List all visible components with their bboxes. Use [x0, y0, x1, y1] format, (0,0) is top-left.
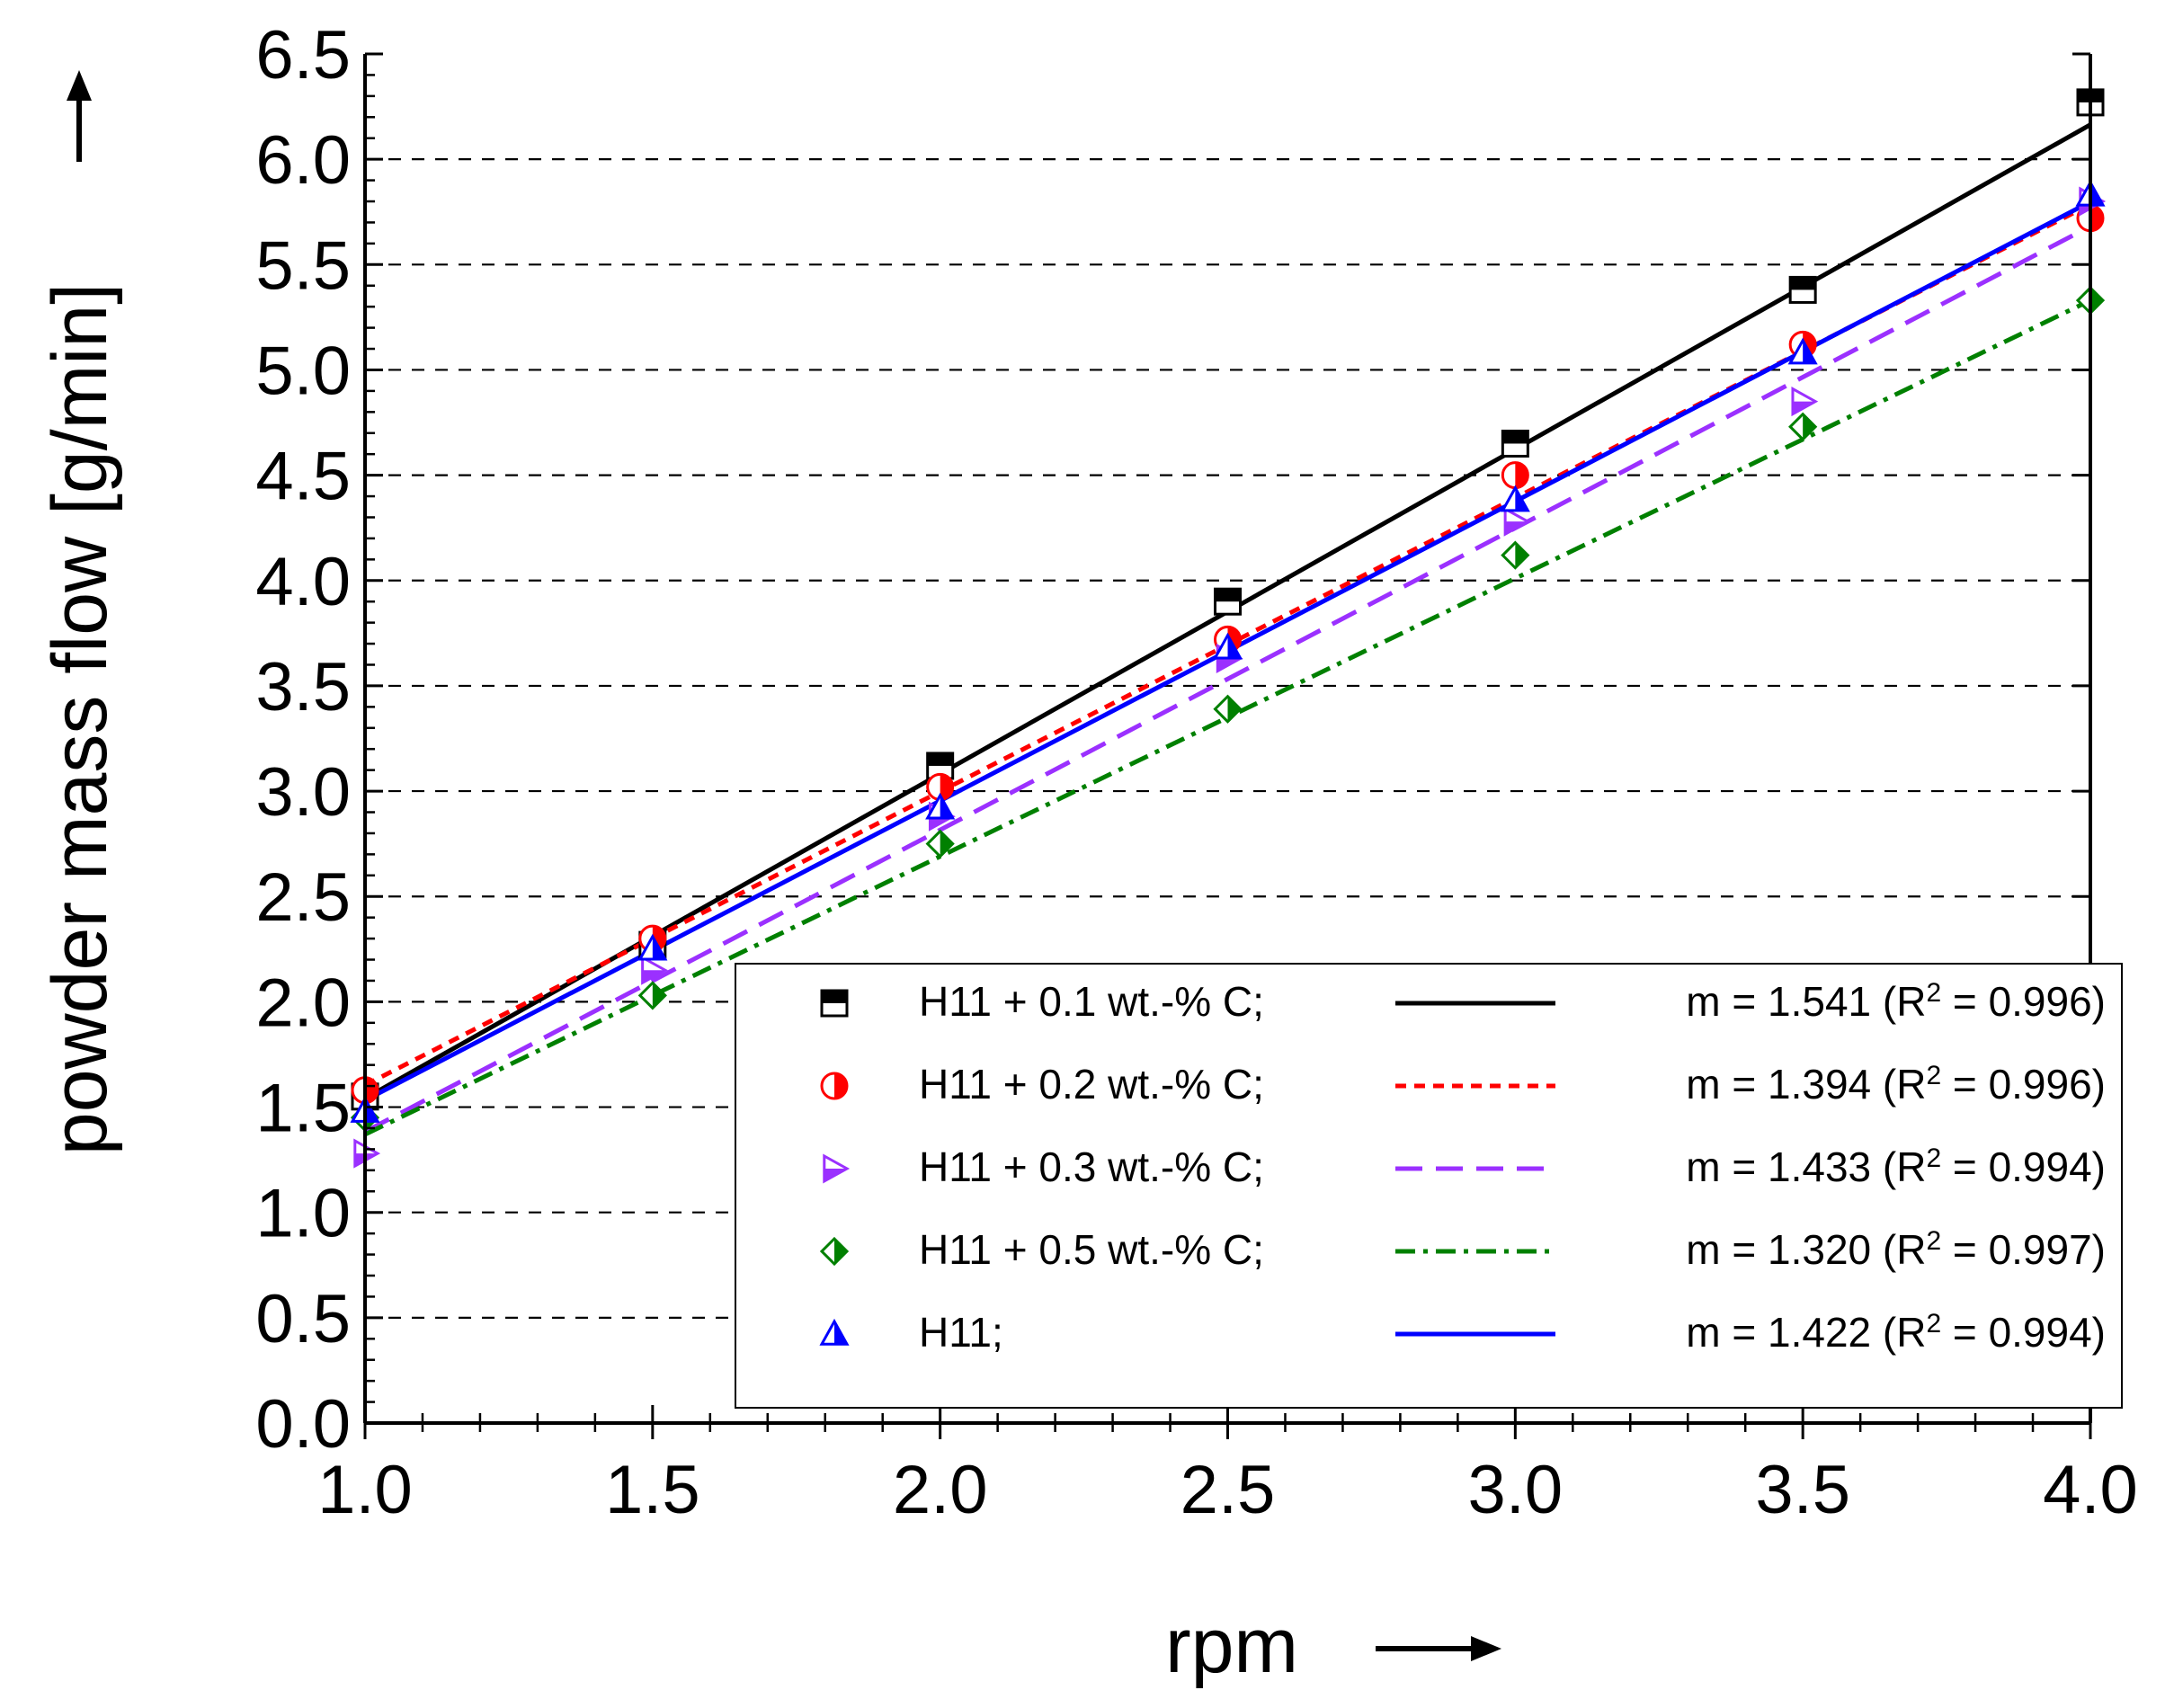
legend-marker-1: [820, 1072, 849, 1100]
marker-fill: [652, 936, 665, 960]
data-point-0: [1788, 275, 1817, 304]
marker-fill: [822, 991, 847, 1003]
marker-fill: [940, 774, 953, 800]
marker-fill: [365, 1077, 378, 1103]
marker-fill: [927, 752, 953, 766]
legend: H11 + 0.1 wt.-% C; m = 1.541 (R2 = 0.996)…: [735, 963, 2123, 1409]
marker-fill: [2090, 182, 2103, 206]
marker-fill: [2090, 205, 2103, 231]
legend-fit-label: m = 1.433 (R2 = 0.994): [1686, 1143, 2106, 1191]
data-point-3: [1501, 540, 1530, 570]
data-point-0: [1214, 587, 1242, 616]
x-tick-label: 2.0: [893, 1452, 988, 1528]
y-tick-label: 5.5: [255, 227, 351, 304]
legend-marker-3: [819, 1236, 850, 1267]
y-tick-label: 1.5: [255, 1071, 351, 1147]
x-tick-label: 3.0: [1468, 1452, 1564, 1528]
marker-fill: [2090, 288, 2103, 314]
marker-fill: [1502, 431, 1528, 444]
y-tick-label: 6.5: [255, 17, 351, 93]
y-tick-label: 3.5: [255, 649, 351, 725]
marker-fill: [930, 816, 953, 830]
marker-fill: [1803, 340, 1816, 363]
legend-marker-2: [823, 1153, 851, 1184]
data-point-2: [641, 955, 668, 985]
legend-fit-label: m = 1.394 (R2 = 0.996): [1686, 1061, 2106, 1108]
data-point-3: [637, 981, 667, 1010]
x-tick-label: 2.5: [1181, 1452, 1276, 1528]
x-axis-arrow-icon: [1376, 1636, 1501, 1661]
ticks: 0.0 0.5 1.0 1.5 2.0 2.5 3.0 3.5 4.0 4.5 5.0 5.5 6.0 6…: [255, 17, 2137, 1528]
marker-fill: [834, 1073, 847, 1099]
marker-fill: [1515, 487, 1528, 511]
data-markers: [350, 88, 2107, 1169]
data-point-3: [925, 829, 955, 858]
data-point-4: [1500, 485, 1530, 512]
data-point-1: [926, 772, 955, 801]
legend-label: H11 + 0.1 wt.-% C;: [919, 978, 1264, 1025]
legend-label: H11 + 0.2 wt.-% C;: [919, 1061, 1264, 1108]
marker-fill: [1505, 521, 1528, 535]
y-axis-arrow-icon: [67, 70, 92, 162]
y-tick-label: 0.5: [255, 1281, 351, 1357]
marker-fill: [834, 1239, 847, 1264]
y-tick-label: 2.0: [255, 965, 351, 1041]
marker-fill: [1790, 277, 1816, 290]
data-point-2: [1791, 387, 1819, 417]
data-point-3: [1213, 694, 1243, 724]
marker-fill: [652, 983, 665, 1009]
data-point-3: [1788, 412, 1818, 441]
marker-fill: [1215, 589, 1241, 602]
x-axis-title: rpm: [1165, 1603, 1298, 1689]
marker-fill: [1217, 658, 1241, 672]
marker-fill: [834, 1321, 847, 1345]
x-tick-label: 1.0: [317, 1452, 413, 1528]
legend-label: H11;: [919, 1309, 1003, 1356]
fit-line-2: [365, 224, 2090, 1134]
data-point-1: [1501, 461, 1529, 490]
legend-marker-4: [819, 1318, 850, 1346]
legend-label: H11 + 0.5 wt.-% C;: [919, 1226, 1264, 1273]
marker-fill: [1227, 696, 1241, 722]
marker-fill: [1803, 414, 1816, 440]
legend-fit-label: m = 1.320 (R2 = 0.997): [1686, 1226, 2106, 1274]
marker-fill: [1792, 401, 1816, 414]
marker-fill: [1515, 462, 1528, 488]
marker-fill: [940, 831, 953, 857]
y-tick-label: 4.0: [255, 544, 351, 620]
x-tick-label: 4.0: [2043, 1452, 2138, 1528]
marker-fill: [940, 795, 953, 819]
data-point-4: [1787, 337, 1818, 365]
y-tick-label: 4.5: [255, 439, 351, 515]
y-tick-label: 6.0: [255, 122, 351, 199]
y-tick-label: 2.5: [255, 859, 351, 936]
marker-fill: [1515, 542, 1528, 568]
marker-fill: [365, 1099, 378, 1122]
marker-fill: [824, 1169, 847, 1181]
legend-fit-label: m = 1.422 (R2 = 0.994): [1686, 1309, 2106, 1357]
marker-fill: [1227, 635, 1241, 658]
data-point-4: [637, 933, 668, 961]
legend-marker-0: [820, 989, 849, 1018]
y-tick-label: 1.0: [255, 1176, 351, 1252]
legend-fit-label: m = 1.541 (R2 = 0.996): [1686, 978, 2106, 1026]
y-axis-title: powder mass flow [g/min]: [37, 283, 123, 1155]
data-point-0: [1501, 429, 1529, 458]
data-point-4: [1212, 632, 1243, 660]
legend-label: H11 + 0.3 wt.-% C;: [919, 1143, 1264, 1190]
x-tick-label: 1.5: [605, 1452, 700, 1528]
x-tick-label: 3.5: [1755, 1452, 1850, 1528]
y-tick-label: 3.0: [255, 754, 351, 831]
marker-fill: [642, 970, 665, 983]
data-point-2: [1503, 506, 1531, 537]
data-point-4: [925, 792, 956, 820]
y-tick-label: 0.0: [255, 1386, 351, 1463]
y-tick-label: 5.0: [255, 333, 351, 409]
